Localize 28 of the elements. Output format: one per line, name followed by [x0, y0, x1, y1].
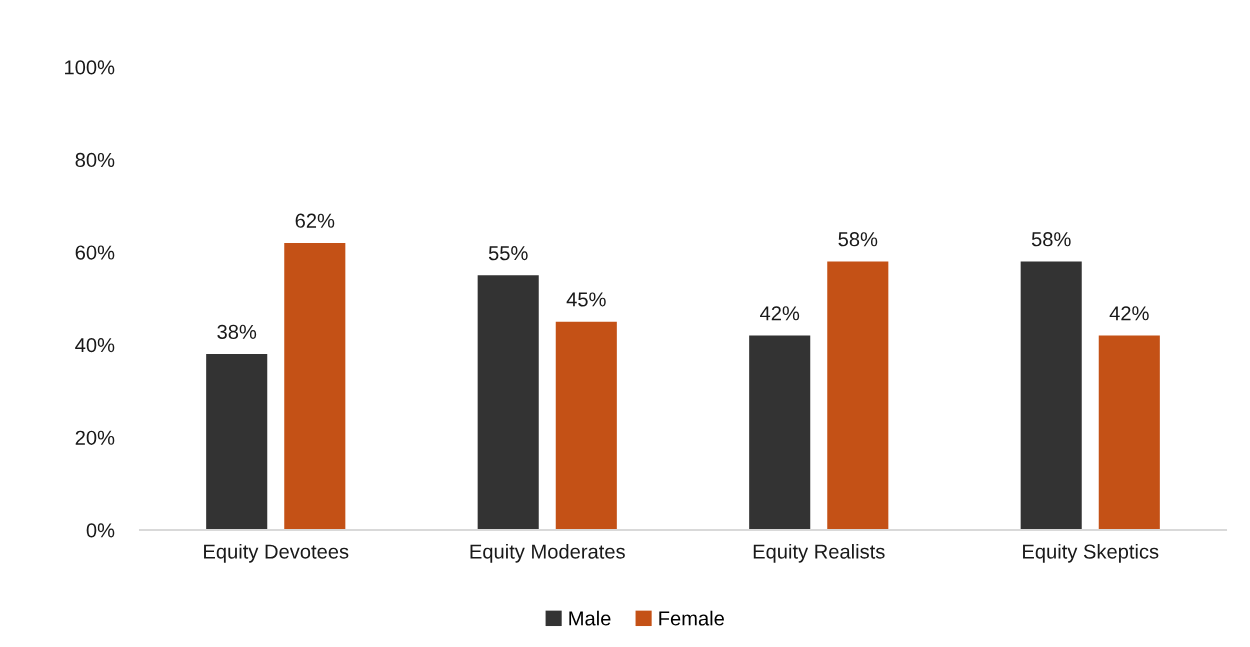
data-label: 45%	[566, 292, 606, 307]
bar	[555, 321, 617, 530]
legend-label: Female	[659, 610, 724, 626]
x-tick-label: Equity Moderates	[470, 543, 625, 563]
data-label: 42%	[760, 306, 800, 321]
bar	[827, 261, 889, 530]
bar	[284, 242, 346, 530]
x-tick-label: Equity Skeptics	[1023, 543, 1159, 563]
bar	[749, 335, 811, 530]
x-tick-label: Equity Realists	[753, 543, 885, 563]
bar	[206, 354, 268, 530]
y-tick-label: 40%	[75, 338, 115, 353]
bar	[1020, 261, 1082, 530]
bar	[1098, 335, 1160, 530]
data-label: 42%	[1109, 306, 1149, 321]
y-tick-label: 60%	[75, 245, 115, 260]
y-tick-label: 80%	[75, 152, 115, 168]
data-label: 62%	[295, 213, 335, 228]
data-label: 55%	[488, 246, 528, 261]
y-tick-label: 20%	[75, 430, 115, 445]
data-label: 58%	[838, 232, 878, 247]
x-tick-label: Equity Devotees	[204, 543, 349, 563]
data-label: 58%	[1031, 232, 1071, 247]
y-tick-label: 0%	[86, 523, 115, 538]
bar	[477, 275, 539, 530]
y-tick-label: 100%	[65, 60, 115, 75]
legend-label: Male	[569, 610, 611, 626]
data-label: 38%	[217, 324, 257, 339]
